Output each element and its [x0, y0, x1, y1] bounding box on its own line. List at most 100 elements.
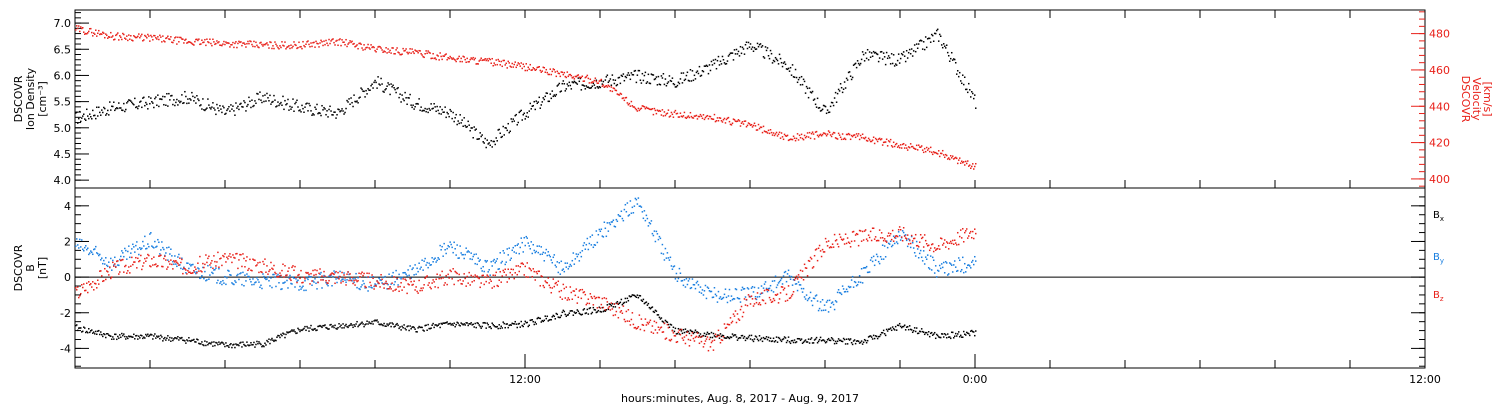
bz-point [913, 237, 916, 240]
velocity-point [524, 69, 526, 72]
bx-point [239, 342, 241, 344]
velocity-point [516, 64, 518, 66]
bx-point [785, 341, 788, 344]
velocity-point [257, 46, 259, 48]
by-point [709, 290, 712, 293]
by-point [418, 262, 420, 264]
density-point [623, 79, 626, 82]
bx-point [120, 336, 122, 339]
bx-point [687, 330, 690, 333]
density-point [171, 94, 173, 97]
bz-point [100, 270, 102, 272]
bz-point [515, 265, 517, 267]
bz-point [501, 275, 503, 277]
bz-point [527, 276, 530, 278]
density-point [84, 118, 86, 120]
by-point [768, 287, 771, 290]
density-point [194, 96, 196, 99]
density-point [269, 94, 271, 97]
density-point [526, 112, 529, 114]
bz-point [104, 267, 106, 270]
velocity-point [823, 132, 826, 135]
velocity-point [716, 117, 719, 119]
density-point [657, 75, 660, 78]
density-point [169, 99, 171, 101]
bz-point [217, 251, 219, 254]
bz-point [301, 281, 303, 284]
bx-point [536, 317, 539, 320]
bz-point [438, 277, 440, 280]
density-point [656, 84, 659, 86]
bz-point [896, 235, 899, 238]
velocity-point [153, 34, 155, 37]
velocity-point [815, 130, 818, 133]
bz-point [540, 275, 543, 277]
density-point [738, 55, 741, 57]
density-point [952, 58, 955, 60]
velocity-point [674, 109, 677, 112]
density-point [172, 103, 174, 106]
density-point [788, 70, 791, 72]
by-point [624, 203, 627, 206]
bz-point [818, 244, 821, 247]
bz-point [75, 287, 77, 289]
by-point [724, 288, 727, 290]
bx-point [856, 340, 859, 342]
bx-point [794, 341, 797, 344]
velocity-point [268, 47, 270, 49]
bx-point [273, 340, 275, 343]
velocity-point [749, 124, 752, 126]
bz-point [398, 290, 400, 293]
by-point [914, 255, 917, 257]
by-point [849, 286, 852, 288]
bz-point [226, 256, 228, 259]
density-point [945, 44, 948, 46]
bx-point [441, 323, 443, 325]
by-point [592, 246, 595, 249]
density-point [968, 89, 971, 91]
velocity-point [492, 64, 494, 67]
velocity-point [333, 41, 335, 44]
bz-point [921, 236, 924, 239]
density-point [290, 108, 292, 110]
bx-point [473, 326, 475, 328]
legend-bz: Bz [1433, 290, 1444, 303]
velocity-point [599, 79, 602, 82]
by-point [474, 262, 476, 265]
bx-point [761, 340, 764, 343]
density-point [934, 32, 937, 35]
bx-point [793, 339, 796, 341]
density-point [394, 88, 396, 91]
density-point [75, 112, 77, 114]
bz-point [954, 242, 957, 244]
bx-point [377, 321, 379, 323]
bz-point [645, 324, 648, 326]
bz-point [780, 286, 783, 288]
by-point [461, 253, 463, 256]
density-point [182, 102, 184, 105]
by-point [135, 244, 137, 247]
bx-point [121, 332, 123, 335]
by-point [383, 283, 385, 286]
bx-point [88, 328, 90, 330]
density-point [531, 105, 534, 108]
by-point [852, 286, 855, 288]
bx-point [935, 333, 938, 336]
velocity-point [447, 57, 449, 59]
bx-point [575, 311, 578, 314]
density-point [856, 60, 859, 62]
density-point [650, 73, 653, 75]
bx-point [673, 330, 676, 333]
density-point [225, 112, 227, 115]
velocity-point [649, 108, 652, 111]
by-point [800, 287, 803, 290]
bz-point [261, 271, 263, 274]
bz-point [847, 241, 850, 243]
velocity-point [176, 43, 178, 45]
bx-point [796, 337, 799, 340]
bx-point [781, 338, 784, 341]
velocity-point [113, 39, 115, 41]
bx-point [252, 343, 254, 346]
bz-point [473, 279, 475, 282]
bx-point [866, 339, 869, 342]
